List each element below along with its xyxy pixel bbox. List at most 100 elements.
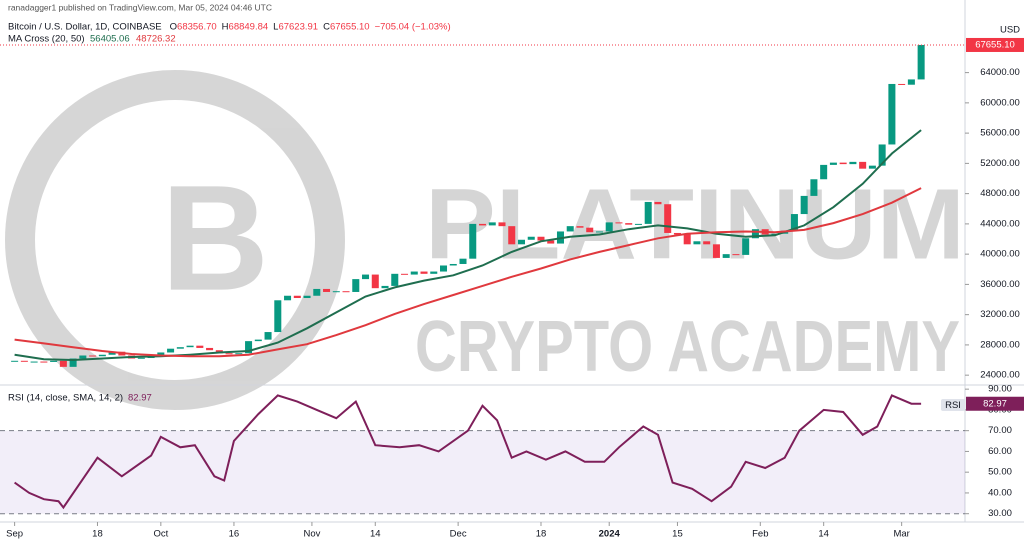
candle [323, 288, 331, 292]
rsi-band [0, 430, 965, 514]
watermark: B PLATINUM CRYPTO ACADEMY [5, 70, 965, 410]
candle [547, 240, 555, 244]
x-tick-label: Feb [752, 529, 768, 540]
candle [98, 354, 106, 357]
candle [430, 271, 438, 274]
x-tick-label: Sep [6, 529, 23, 540]
candle [605, 222, 613, 232]
candle [859, 161, 867, 169]
candle [634, 223, 642, 225]
candle [284, 295, 292, 301]
rsi-last-bg [966, 396, 1024, 411]
candle [381, 285, 389, 289]
y-tick-label: 70.00 [988, 425, 1012, 436]
candle [186, 345, 194, 348]
candle [89, 355, 97, 357]
y-tick-label: 28000.00 [980, 339, 1020, 350]
candle [401, 273, 409, 275]
candle [517, 239, 525, 245]
candle [440, 265, 448, 272]
rsi-value: 82.97 [128, 393, 152, 404]
candle [488, 222, 496, 226]
candle [332, 291, 340, 293]
rsi-title: RSI (14, close, SMA, 14, 2) [8, 393, 123, 404]
candle [703, 241, 711, 245]
candle [313, 288, 321, 296]
candle [839, 162, 847, 165]
last-price-label: 67655.10 [975, 39, 1015, 50]
candle [898, 83, 906, 85]
candle [586, 227, 594, 233]
candle [459, 258, 467, 264]
candle [537, 236, 545, 241]
candle [527, 236, 535, 240]
candle [732, 254, 740, 256]
candle [137, 357, 145, 359]
y-tick-label: 40000.00 [980, 249, 1020, 260]
candle [245, 341, 253, 354]
x-tick-label: Mar [893, 529, 909, 540]
candle [50, 360, 58, 362]
candle [30, 361, 38, 363]
candle [79, 355, 87, 359]
candle [673, 232, 681, 235]
candle [362, 274, 370, 280]
y-tick-label: 24000.00 [980, 370, 1020, 381]
candle [69, 358, 77, 367]
candle [342, 291, 350, 293]
candle [410, 271, 418, 275]
candle [420, 271, 428, 274]
y-tick-label: 40.00 [988, 487, 1012, 498]
candle [478, 223, 487, 226]
y-tick-label: 64000.00 [980, 67, 1020, 78]
candle [644, 201, 652, 224]
ohlc-label: L [273, 22, 278, 33]
ma20-value: 56405.06 [90, 34, 130, 45]
y-tick-label: 56000.00 [980, 128, 1020, 139]
candle [712, 244, 720, 258]
ohlc-label: C [323, 22, 330, 33]
y-tick-label: 30.00 [988, 508, 1012, 519]
candle [391, 273, 399, 286]
last-price-bg [966, 37, 1024, 52]
publisher: ranadagger1 published on TradingView.com… [8, 2, 272, 12]
ohlc-value: 68849.84 [229, 22, 269, 33]
candle [615, 222, 623, 224]
candle [820, 164, 828, 180]
candle [790, 214, 798, 231]
candle [469, 223, 477, 259]
candle [303, 295, 311, 299]
candle [868, 165, 876, 169]
candle [167, 348, 175, 353]
candle [888, 83, 896, 145]
y-tick-label: 90.00 [988, 384, 1012, 395]
candle [722, 254, 730, 258]
currency: USD [1000, 25, 1020, 36]
candle [683, 234, 691, 245]
ohlc-value: 67655.10 [330, 22, 370, 33]
watermark-line1: PLATINUM [425, 168, 965, 280]
candle [352, 279, 360, 292]
logo-ring [5, 70, 345, 410]
x-tick-label: Oct [153, 529, 168, 540]
candle [235, 353, 243, 355]
candle [751, 229, 759, 239]
y-tick-label: 60.00 [988, 446, 1012, 457]
ohlc-value: 68356.70 [177, 22, 217, 33]
symbol: Bitcoin / U.S. Dollar, 1D, COINBASE [8, 22, 162, 33]
candle [693, 241, 701, 245]
watermark-line2: CRYPTO ACADEMY [415, 307, 960, 387]
rsi-badge: RSI [945, 400, 961, 411]
series-line [14, 394, 922, 510]
x-tick-label: Nov [303, 529, 320, 540]
candle [742, 238, 750, 255]
candle [20, 360, 28, 362]
ma50-value: 48726.32 [136, 34, 176, 45]
candle [449, 263, 457, 266]
ohlc-label: O [170, 22, 177, 33]
logo-letter: B [161, 154, 269, 322]
candle [11, 360, 19, 362]
ohlc-value: 67623.91 [278, 22, 318, 33]
ma-title: MA Cross (20, 50) [8, 34, 85, 45]
